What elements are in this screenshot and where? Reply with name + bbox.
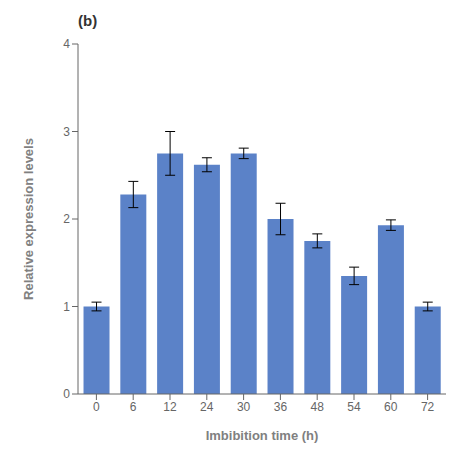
svg-text:54: 54 bbox=[347, 400, 361, 414]
svg-text:Relative expression levels: Relative expression levels bbox=[21, 138, 36, 300]
svg-text:30: 30 bbox=[237, 400, 251, 414]
svg-text:3: 3 bbox=[63, 125, 70, 139]
svg-text:6: 6 bbox=[130, 400, 137, 414]
svg-text:1: 1 bbox=[63, 300, 70, 314]
svg-text:0: 0 bbox=[93, 400, 100, 414]
svg-text:2: 2 bbox=[63, 212, 70, 226]
svg-text:60: 60 bbox=[384, 400, 398, 414]
svg-text:12: 12 bbox=[163, 400, 177, 414]
html-text:(b): (b) bbox=[78, 12, 98, 29]
svg-text:48: 48 bbox=[311, 400, 325, 414]
svg-text:0: 0 bbox=[63, 387, 70, 401]
svg-text:36: 36 bbox=[274, 400, 288, 414]
svg-text:Imbibition time (h): Imbibition time (h) bbox=[206, 428, 319, 443]
svg-text:72: 72 bbox=[421, 400, 435, 414]
svg-text:4: 4 bbox=[63, 37, 70, 51]
svg-text:24: 24 bbox=[200, 400, 214, 414]
